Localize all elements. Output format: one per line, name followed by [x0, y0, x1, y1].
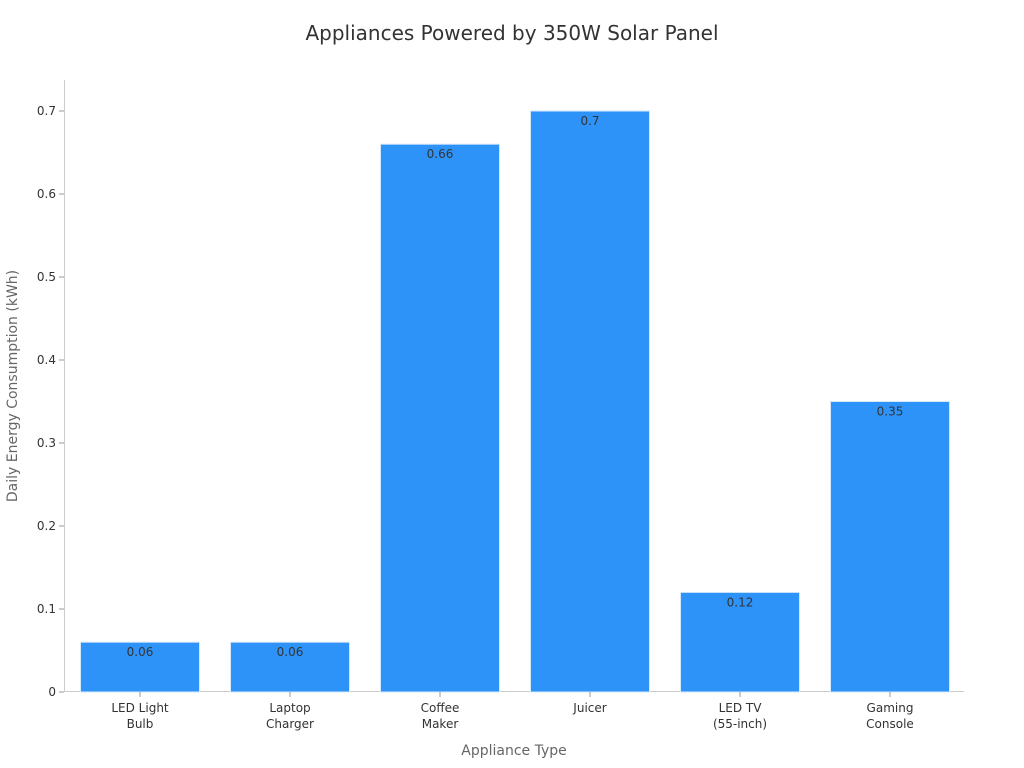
y-ticks: 0 0.1 0.2 0.3 0.4 0.5 0.6 0.7: [37, 104, 64, 699]
bar-value-label: 0.35: [877, 405, 904, 419]
x-tick-label: Charger: [266, 717, 314, 731]
bar: [380, 143, 500, 693]
x-tick-label: Coffee: [421, 701, 460, 715]
bar: [830, 401, 950, 693]
bar: [80, 641, 200, 693]
bar: [530, 110, 650, 693]
bar-value-label: 0.12: [727, 595, 754, 609]
bars: [80, 110, 950, 693]
bar-value-label: 0.06: [277, 645, 304, 659]
bar-value-label: 0.06: [127, 645, 154, 659]
x-tick-label: Console: [866, 717, 914, 731]
y-tick-label: 0.2: [37, 519, 56, 533]
bar: [230, 641, 350, 693]
x-tick-label: Laptop: [269, 701, 310, 715]
y-tick-label: 0.3: [37, 436, 56, 450]
y-tick-label: 0.4: [37, 353, 56, 367]
x-tick-label: LED TV: [719, 701, 763, 715]
y-tick-label: 0.5: [37, 270, 56, 284]
x-tick-label: Gaming: [867, 701, 914, 715]
x-axis-label: Appliance Type: [461, 743, 567, 759]
y-tick-label: 0: [48, 685, 56, 699]
chart-title: Appliances Powered by 350W Solar Panel: [305, 21, 718, 45]
bar-value-label: 0.7: [580, 114, 599, 128]
y-tick-label: 0.7: [37, 104, 56, 118]
x-ticks: LED Light Bulb Laptop Charger Coffee Maker Jui…: [111, 692, 914, 731]
value-labels: 0.06 0.06 0.66 0.7 0.12 0.35: [127, 114, 904, 659]
y-tick-label: 0.1: [37, 602, 56, 616]
x-tick-label: Bulb: [127, 717, 154, 731]
bar-value-label: 0.66: [427, 147, 454, 161]
y-tick-label: 0.6: [37, 187, 56, 201]
x-tick-label: Juicer: [572, 701, 606, 715]
x-tick-label: (55-inch): [713, 717, 767, 731]
x-tick-label: LED Light: [111, 701, 169, 715]
y-axis-label: Daily Energy Consumption (kWh): [5, 270, 21, 502]
x-tick-label: Maker: [422, 717, 459, 731]
